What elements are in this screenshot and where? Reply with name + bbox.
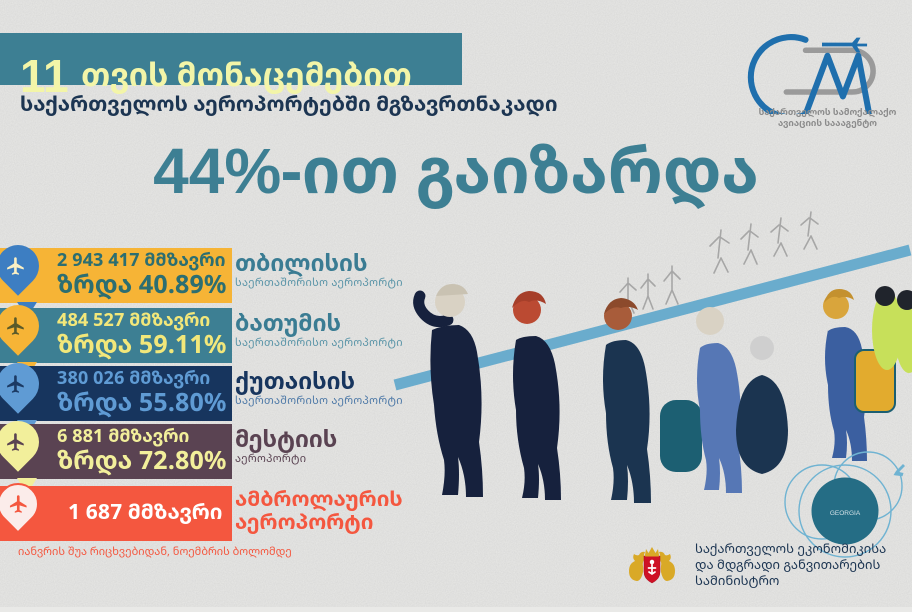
svg-text:GEORGIA: GEORGIA — [830, 510, 861, 517]
